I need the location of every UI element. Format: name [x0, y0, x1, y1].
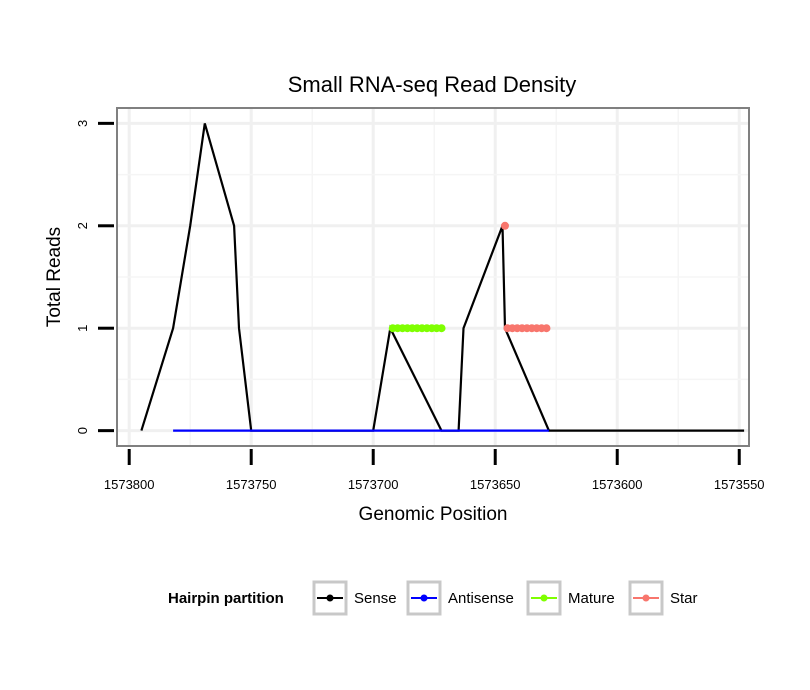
grid-lines — [118, 109, 748, 445]
legend-label-star: Star — [670, 590, 698, 607]
x-tick-label: 1573750 — [226, 477, 277, 492]
legend-dot-sense — [326, 594, 334, 602]
legend-dot-antisense — [420, 594, 428, 602]
chart-title: Small RNA-seq Read Density — [288, 72, 577, 97]
x-tick-label: 1573700 — [348, 477, 399, 492]
x-tick-label: 1573600 — [592, 477, 643, 492]
data-point-star — [500, 221, 509, 230]
legend-dot-star — [642, 594, 650, 602]
legend-label-mature: Mature — [568, 590, 615, 607]
data-point-star — [542, 324, 551, 333]
y-tick-label: 0 — [75, 427, 90, 434]
y-axis-title: Total Reads — [44, 227, 65, 327]
legend-label-antisense: Antisense — [448, 590, 514, 607]
x-tick-label: 1573550 — [714, 477, 765, 492]
x-tick-label: 1573800 — [104, 477, 155, 492]
y-tick-label: 3 — [75, 120, 90, 127]
y-tick-label: 2 — [75, 222, 90, 229]
series-line-sense — [140, 123, 745, 432]
legend-dot-mature — [540, 594, 548, 602]
x-axis: 1573800 1573750 1573700 1573650 1573600 15735… — [104, 449, 765, 492]
y-axis: 0 1 2 3 — [75, 120, 114, 434]
data-point-mature — [437, 324, 446, 333]
y-tick-label: 1 — [75, 325, 90, 332]
x-axis-title: Genomic Position — [359, 504, 508, 525]
legend-title: Hairpin partition — [168, 590, 284, 607]
legend: Hairpin partition Sense Antisense Mature St… — [168, 580, 698, 616]
legend-label-sense: Sense — [354, 590, 397, 607]
x-tick-label: 1573650 — [470, 477, 521, 492]
series-lines — [140, 123, 745, 432]
series-points — [388, 221, 551, 333]
